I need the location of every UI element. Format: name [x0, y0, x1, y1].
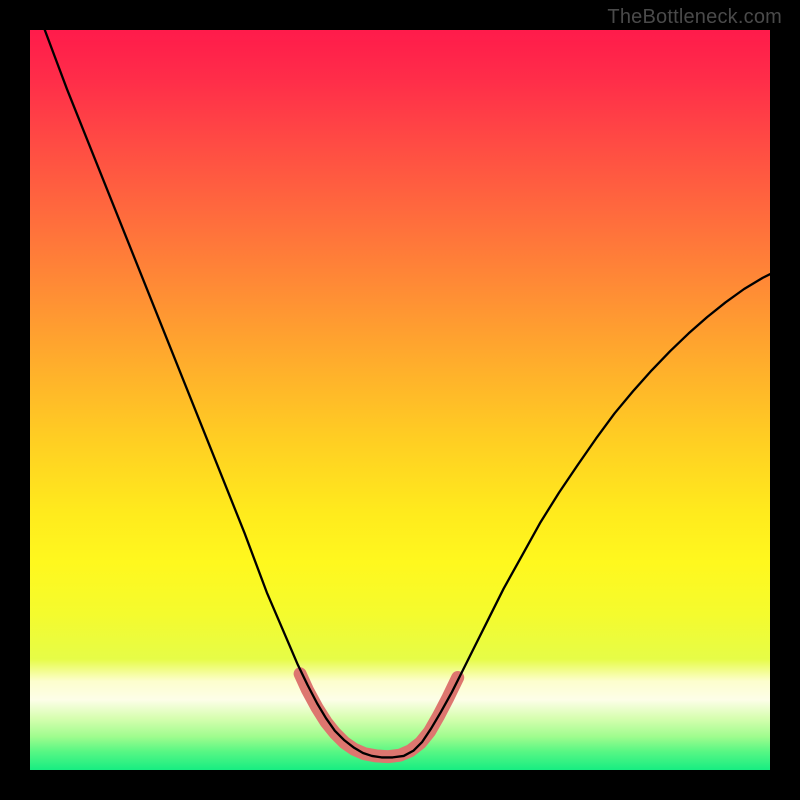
chart-background — [30, 30, 770, 770]
bottleneck-chart — [30, 30, 770, 770]
watermark-text: TheBottleneck.com — [607, 6, 782, 29]
